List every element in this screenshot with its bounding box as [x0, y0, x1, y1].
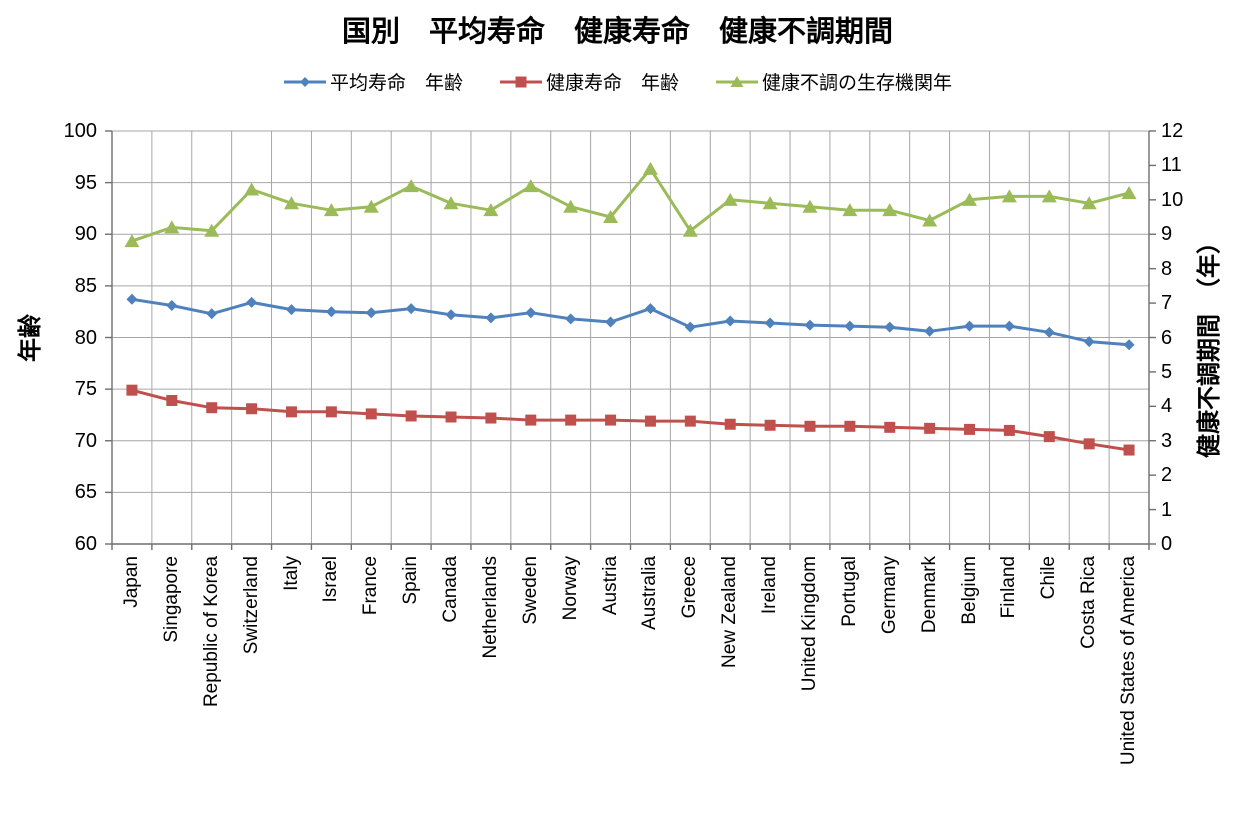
series-marker-unhealthy-period	[204, 223, 220, 237]
series-line-healthy-life-expectancy	[130, 388, 1131, 452]
series-marker-healthy-life-expectancy	[1083, 438, 1095, 450]
series-marker-unhealthy-period	[244, 182, 260, 196]
legend-item-unhealthy-period: 健康不調の生存機関年	[715, 68, 952, 95]
legend-label: 平均寿命 年齢	[329, 73, 463, 94]
triangle-marker-icon	[715, 73, 759, 91]
series-marker-life-expectancy	[764, 317, 776, 329]
series-marker-healthy-life-expectancy	[844, 420, 856, 432]
series-marker-healthy-life-expectancy	[166, 394, 178, 406]
series-marker-healthy-life-expectancy	[924, 422, 936, 434]
series-marker-life-expectancy	[325, 306, 337, 318]
series-marker-life-expectancy	[445, 309, 457, 321]
series-marker-unhealthy-period	[563, 199, 579, 213]
legend-label: 健康寿命 年齢	[545, 73, 679, 94]
series-marker-unhealthy-period	[682, 223, 698, 237]
series-marker-healthy-life-expectancy	[365, 408, 377, 420]
series-marker-life-expectancy	[1083, 336, 1095, 348]
series-marker-healthy-life-expectancy	[246, 403, 258, 415]
series-marker-life-expectancy	[565, 313, 577, 325]
series-marker-life-expectancy	[924, 325, 936, 337]
series-line-life-expectancy	[130, 297, 1131, 347]
legend-item-life-expectancy: 平均寿命 年齢	[283, 68, 463, 95]
series-marker-unhealthy-period	[722, 192, 738, 206]
series-marker-unhealthy-period	[124, 234, 140, 248]
series-marker-life-expectancy	[166, 299, 178, 311]
series-marker-healthy-life-expectancy	[285, 406, 297, 418]
series-marker-healthy-life-expectancy	[485, 412, 497, 424]
series-marker-life-expectancy	[1043, 326, 1055, 338]
series-marker-life-expectancy	[1003, 320, 1015, 332]
series-marker-life-expectancy	[126, 293, 138, 305]
series-marker-life-expectancy	[405, 303, 417, 315]
series-marker-healthy-life-expectancy	[126, 384, 138, 396]
series-marker-life-expectancy	[724, 315, 736, 327]
series-marker-life-expectancy	[285, 304, 297, 316]
series-marker-life-expectancy	[605, 316, 617, 328]
series-marker-unhealthy-period	[962, 192, 978, 206]
series-marker-healthy-life-expectancy	[206, 402, 218, 414]
series-marker-unhealthy-period	[1001, 189, 1017, 203]
series-marker-healthy-life-expectancy	[325, 406, 337, 418]
series-marker-healthy-life-expectancy	[1123, 444, 1135, 456]
square-marker-icon	[499, 73, 543, 91]
series-marker-unhealthy-period	[1081, 196, 1097, 210]
series-marker-healthy-life-expectancy	[405, 410, 417, 422]
series-marker-healthy-life-expectancy	[804, 420, 816, 432]
series-marker-unhealthy-period	[164, 220, 180, 234]
series-marker-healthy-life-expectancy	[1003, 424, 1015, 436]
chart-title: 国別 平均寿命 健康寿命 健康不調期間	[341, 16, 893, 48]
series-marker-healthy-life-expectancy	[724, 418, 736, 430]
series-marker-unhealthy-period	[283, 196, 299, 210]
series-marker-life-expectancy	[844, 320, 856, 332]
series-marker-unhealthy-period	[882, 203, 898, 217]
series-marker-healthy-life-expectancy	[644, 415, 656, 427]
series-marker-healthy-life-expectancy	[764, 419, 776, 431]
series-marker-healthy-life-expectancy	[445, 411, 457, 423]
series-marker-unhealthy-period	[363, 199, 379, 213]
series-marker-life-expectancy	[644, 303, 656, 315]
series-marker-healthy-life-expectancy	[565, 414, 577, 426]
series-marker-unhealthy-period	[922, 213, 938, 227]
series-marker-unhealthy-period	[1121, 185, 1137, 199]
series-marker-life-expectancy	[804, 319, 816, 331]
series-marker-unhealthy-period	[443, 196, 459, 210]
series-marker-unhealthy-period	[802, 199, 818, 213]
series-marker-life-expectancy	[884, 321, 896, 333]
series-marker-life-expectancy	[485, 312, 497, 324]
series-marker-unhealthy-period	[603, 210, 619, 224]
series-marker-life-expectancy	[1123, 339, 1135, 351]
series-marker-unhealthy-period	[403, 179, 419, 193]
series-marker-unhealthy-period	[1041, 189, 1057, 203]
legend-label: 健康不調の生存機関年	[762, 73, 953, 94]
series-marker-unhealthy-period	[523, 179, 539, 193]
series-marker-healthy-life-expectancy	[1043, 431, 1055, 443]
series-marker-unhealthy-period	[762, 196, 778, 210]
series-marker-unhealthy-period	[842, 203, 858, 217]
series-marker-life-expectancy	[206, 308, 218, 320]
legend-item-healthy-life-expectancy: 健康寿命 年齢	[499, 68, 679, 95]
diamond-marker-icon	[283, 73, 327, 91]
legend: 平均寿命 年齢 健康寿命 年齢 健康不調の生存機関年	[0, 68, 1235, 95]
series-marker-life-expectancy	[525, 307, 537, 319]
series-marker-unhealthy-period	[483, 203, 499, 217]
series-marker-life-expectancy	[684, 321, 696, 333]
series-line-unhealthy-period	[130, 167, 1131, 243]
series-marker-healthy-life-expectancy	[525, 414, 537, 426]
series-marker-life-expectancy	[964, 320, 976, 332]
series-marker-unhealthy-period	[323, 203, 339, 217]
series-marker-healthy-life-expectancy	[684, 415, 696, 427]
series-marker-life-expectancy	[365, 307, 377, 319]
series-marker-healthy-life-expectancy	[884, 421, 896, 433]
series-marker-healthy-life-expectancy	[605, 414, 617, 426]
series-marker-life-expectancy	[246, 296, 258, 308]
series-marker-healthy-life-expectancy	[964, 423, 976, 435]
series-marker-unhealthy-period	[642, 161, 658, 175]
